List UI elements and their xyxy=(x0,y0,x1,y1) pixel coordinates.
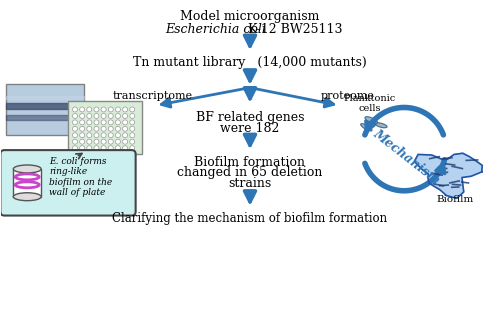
Circle shape xyxy=(108,126,114,131)
Circle shape xyxy=(116,113,120,118)
Circle shape xyxy=(130,107,134,112)
Circle shape xyxy=(122,139,128,144)
Circle shape xyxy=(116,133,120,138)
Ellipse shape xyxy=(14,193,41,201)
Text: Tn mutant library   (14,000 mutants): Tn mutant library (14,000 mutants) xyxy=(133,56,367,69)
Circle shape xyxy=(116,126,120,131)
Circle shape xyxy=(130,113,134,118)
Circle shape xyxy=(101,126,106,131)
Circle shape xyxy=(108,139,114,144)
Circle shape xyxy=(94,133,99,138)
FancyBboxPatch shape xyxy=(0,150,136,215)
Circle shape xyxy=(94,146,99,151)
Circle shape xyxy=(72,107,78,112)
Circle shape xyxy=(116,107,120,112)
Circle shape xyxy=(101,120,106,125)
Ellipse shape xyxy=(376,123,387,128)
Circle shape xyxy=(87,133,92,138)
Circle shape xyxy=(87,126,92,131)
Bar xyxy=(14,169,41,197)
Text: changed in 65 deletion: changed in 65 deletion xyxy=(178,166,322,180)
Ellipse shape xyxy=(14,165,41,173)
Circle shape xyxy=(80,120,84,125)
Circle shape xyxy=(87,139,92,144)
Circle shape xyxy=(80,113,84,118)
Text: were 182: were 182 xyxy=(220,122,280,135)
Text: Planktonic
cells: Planktonic cells xyxy=(343,94,396,113)
Bar xyxy=(6,95,84,98)
Circle shape xyxy=(72,139,78,144)
Circle shape xyxy=(108,133,114,138)
Text: K-12 BW25113: K-12 BW25113 xyxy=(248,23,342,36)
Circle shape xyxy=(108,120,114,125)
Circle shape xyxy=(72,126,78,131)
Circle shape xyxy=(72,120,78,125)
Circle shape xyxy=(108,113,114,118)
Circle shape xyxy=(72,146,78,151)
Text: Model microorganism: Model microorganism xyxy=(180,10,320,23)
Circle shape xyxy=(101,133,106,138)
Circle shape xyxy=(94,113,99,118)
Circle shape xyxy=(80,133,84,138)
Circle shape xyxy=(72,113,78,118)
Circle shape xyxy=(108,146,114,151)
Circle shape xyxy=(87,120,92,125)
Circle shape xyxy=(101,107,106,112)
Circle shape xyxy=(94,139,99,144)
Circle shape xyxy=(122,120,128,125)
Circle shape xyxy=(101,139,106,144)
Circle shape xyxy=(80,146,84,151)
Ellipse shape xyxy=(365,117,378,124)
Circle shape xyxy=(80,139,84,144)
Text: E. coli forms
ring-like
biofilm on the
wall of plate: E. coli forms ring-like biofilm on the w… xyxy=(50,157,112,197)
Circle shape xyxy=(122,113,128,118)
FancyBboxPatch shape xyxy=(68,100,142,154)
Circle shape xyxy=(116,120,120,125)
Circle shape xyxy=(130,139,134,144)
Circle shape xyxy=(122,107,128,112)
Circle shape xyxy=(101,113,106,118)
Text: strains: strains xyxy=(228,177,272,190)
Circle shape xyxy=(72,133,78,138)
Polygon shape xyxy=(414,153,482,198)
Circle shape xyxy=(80,107,84,112)
Circle shape xyxy=(130,133,134,138)
Circle shape xyxy=(122,146,128,151)
Text: Mechanism: Mechanism xyxy=(370,127,442,187)
Circle shape xyxy=(130,126,134,131)
Circle shape xyxy=(94,120,99,125)
Circle shape xyxy=(80,126,84,131)
Circle shape xyxy=(108,107,114,112)
Circle shape xyxy=(101,146,106,151)
Circle shape xyxy=(94,107,99,112)
Bar xyxy=(6,103,84,110)
Text: Clarifying the mechanism of biofilm formation: Clarifying the mechanism of biofilm form… xyxy=(112,212,388,225)
Ellipse shape xyxy=(360,124,372,131)
Text: Biofilm: Biofilm xyxy=(436,195,474,204)
Circle shape xyxy=(116,146,120,151)
Circle shape xyxy=(116,139,120,144)
Circle shape xyxy=(122,126,128,131)
Bar xyxy=(6,115,84,120)
Circle shape xyxy=(130,146,134,151)
Circle shape xyxy=(87,146,92,151)
Bar xyxy=(6,84,84,135)
Circle shape xyxy=(87,113,92,118)
Circle shape xyxy=(94,126,99,131)
Text: transcriptome: transcriptome xyxy=(112,91,192,101)
Circle shape xyxy=(130,120,134,125)
Text: BF related genes: BF related genes xyxy=(196,111,304,124)
Text: proteome: proteome xyxy=(320,91,374,101)
Circle shape xyxy=(122,133,128,138)
Circle shape xyxy=(87,107,92,112)
Text: Biofilm formation: Biofilm formation xyxy=(194,156,306,168)
Text: Escherichia coli: Escherichia coli xyxy=(165,23,266,36)
